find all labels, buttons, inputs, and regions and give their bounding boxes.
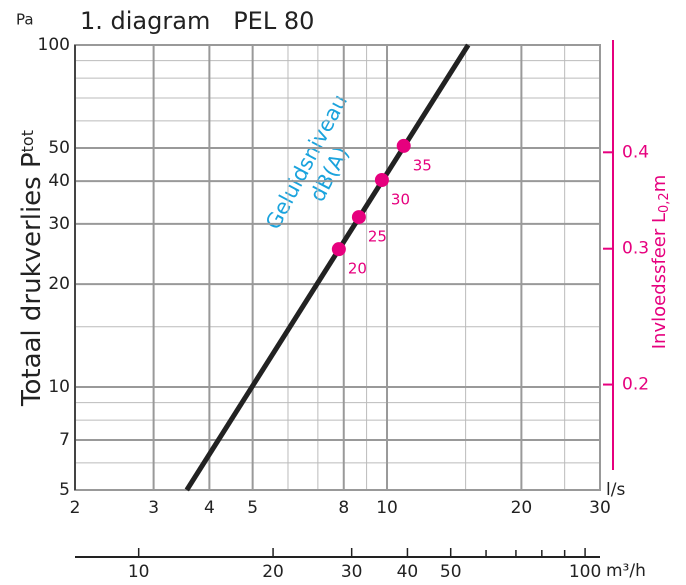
- y2-label-sub: 0,2: [657, 192, 672, 213]
- point-label: 35: [413, 156, 432, 174]
- point: [374, 173, 389, 188]
- x-tick-label: 3: [148, 498, 159, 518]
- point: [331, 242, 346, 257]
- x2-tick-label: 50: [440, 562, 462, 581]
- y2-tick-label: 0.4: [622, 142, 649, 162]
- y2-label-end: m: [649, 175, 670, 193]
- y-tick-label: 50: [48, 138, 70, 158]
- x-tick-label: 8: [338, 498, 349, 518]
- y-tick-label: 7: [59, 430, 70, 450]
- x2-tick-label: 20: [262, 562, 284, 581]
- y-label-main: Totaal drukverlies P: [17, 152, 47, 407]
- y-label-sub: tot: [18, 130, 37, 152]
- x2-tick-label: 30: [341, 562, 363, 581]
- curve: [184, 43, 471, 492]
- chart-title: 1. diagram PEL 80: [80, 7, 314, 35]
- x2-unit: m³/h: [606, 561, 646, 581]
- point-label: 30: [391, 191, 410, 209]
- y-tick-label: 40: [48, 171, 70, 191]
- x2-tick-label: 100: [569, 562, 601, 581]
- y-tick-label: 10: [48, 377, 70, 397]
- point-label: 20: [348, 260, 367, 278]
- y-axis-label: Totaal drukverlies Ptot: [17, 130, 47, 407]
- point-label: 25: [368, 228, 387, 246]
- y-tick-label: 20: [48, 274, 70, 294]
- y-tick-label: 100: [38, 35, 70, 55]
- x2-tick-label: 10: [128, 562, 150, 581]
- point: [351, 210, 366, 225]
- x-tick-label: 20: [511, 498, 533, 518]
- x-tick-label: 5: [247, 498, 258, 518]
- point: [396, 138, 411, 153]
- y-tick-label: 5: [59, 480, 70, 500]
- y2-axis-label: Invloedssfeer L0,2m: [649, 175, 672, 350]
- y2-tick-label: 0.2: [622, 375, 649, 395]
- x-tick-label: 2: [70, 498, 81, 518]
- y2-label-main: Invloedssfeer L: [649, 213, 670, 349]
- x-tick-label: 30: [589, 498, 611, 518]
- y-unit: Pa: [16, 11, 34, 29]
- x-tick-label: 4: [204, 498, 215, 518]
- x-tick-label: 10: [376, 498, 398, 518]
- x-unit: l/s: [606, 480, 625, 500]
- y-tick-label: 30: [48, 214, 70, 234]
- y2-tick-label: 0.3: [622, 239, 649, 259]
- x2-tick-label: 40: [397, 562, 419, 581]
